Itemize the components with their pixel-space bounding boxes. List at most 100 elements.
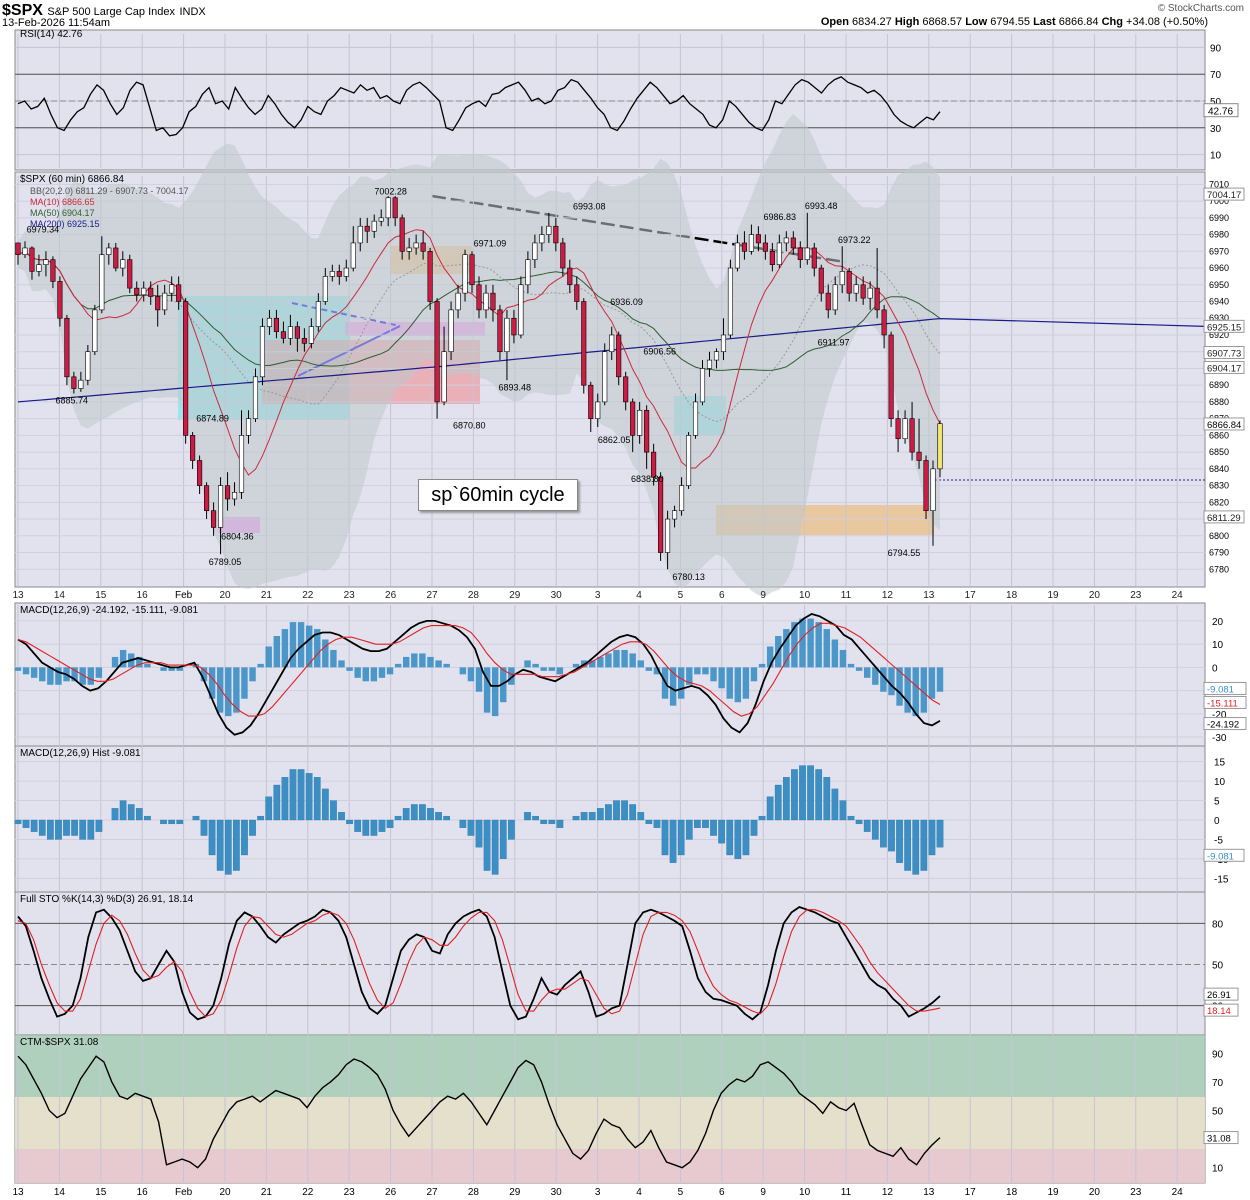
hist-bar [807, 765, 814, 821]
macd-hist-bar [791, 622, 798, 668]
macd-legend: MACD(12,26,9) -24.192, -15.111, -9.081 [20, 605, 199, 616]
candle-body [183, 301, 189, 436]
ctm-x-tick: 18 [1006, 1187, 1018, 1198]
hist-bar [815, 769, 823, 821]
candle-body [204, 485, 210, 511]
candle-body [406, 247, 412, 252]
ctm-x-tick: 9 [760, 1187, 766, 1198]
candle-body [895, 418, 901, 440]
candle-body [399, 217, 405, 252]
timestamp: 13-Feb-2026 11:54am [2, 17, 111, 29]
candle-body [99, 254, 105, 311]
macd-hist-bar [483, 667, 491, 713]
candle-body [741, 242, 747, 252]
exchange: INDX [179, 6, 206, 18]
candle-body [937, 423, 943, 470]
macd-hist-bar [249, 667, 256, 682]
price-y-tick: 6840 [1209, 464, 1229, 474]
ctm-x-tick: 23 [344, 1187, 356, 1198]
candle-body [85, 351, 91, 381]
candle-body [930, 468, 936, 511]
rsi-y-tick: 90 [1210, 43, 1222, 54]
macd-hist-bar [726, 667, 733, 699]
ctm-x-tick: 28 [468, 1187, 480, 1198]
hist-bar [257, 815, 264, 821]
candle-body [623, 376, 629, 403]
hist-bar [766, 796, 774, 821]
hist-bar [653, 819, 661, 828]
hist-bar [556, 819, 564, 828]
candle-body [923, 460, 929, 511]
ctm-x-tick: 29 [509, 1187, 521, 1198]
hist-bar [281, 777, 289, 821]
macd-hist-bar [677, 667, 685, 699]
candle-body [546, 225, 552, 235]
candle-body [231, 491, 238, 500]
price-x-tick: 15 [95, 590, 107, 601]
ctm-x-tick: 10 [799, 1187, 811, 1198]
hist-bar [799, 765, 806, 821]
candle-body [525, 259, 531, 286]
macd-hist-bar [839, 649, 847, 668]
candle-body [155, 296, 161, 311]
candle-body [658, 476, 664, 553]
ctm-x-tick: 19 [1047, 1187, 1059, 1198]
rsi-panel [14, 29, 1206, 171]
hist-bar [459, 819, 467, 828]
hist-bar [79, 819, 87, 840]
price-point-label: 7002.28 [374, 186, 407, 196]
macd-right-label: -9.081 [1207, 684, 1234, 695]
macd-hist-bar [904, 667, 911, 713]
macd-hist-bar [766, 646, 774, 668]
price-x-tick: 12 [882, 590, 894, 601]
macd-hist-bar [22, 667, 30, 675]
ctm-y-tick: 90 [1212, 1049, 1224, 1060]
candle-body [532, 242, 538, 260]
macd-hist-bar [896, 667, 903, 706]
price-point-label: 6838.80 [631, 474, 664, 484]
price-point-label: 6862.05 [598, 435, 631, 445]
hist-bar [718, 819, 725, 844]
price-right-label: 7004.17 [1207, 190, 1241, 201]
ctm-x-tick: 11 [841, 1187, 852, 1198]
macd-hist-bar [605, 653, 612, 668]
price-x-tick: 19 [1047, 590, 1059, 601]
macd-right-label: -15.111 [1207, 698, 1238, 709]
candle-body [713, 351, 720, 361]
macd-hist-bar [111, 656, 119, 668]
sto-right-label-box [1203, 1003, 1239, 1017]
macd-hist-bar [508, 667, 515, 685]
candle-body [420, 242, 426, 252]
macd-hist-bar [378, 667, 386, 678]
macd-right-label-box [1203, 695, 1247, 709]
macd-hist-bar [912, 667, 919, 717]
price-x-tick: 28 [468, 590, 480, 601]
ctm-x-tick: 20 [1089, 1187, 1101, 1198]
macd-hist-bar [39, 667, 46, 682]
macd-y-tick: -30 [1212, 733, 1227, 744]
ctm-x-tick: 16 [137, 1187, 149, 1198]
hist-bar [863, 819, 871, 832]
macd-hist-bar [330, 649, 337, 668]
ctm-x-tick: 30 [551, 1187, 563, 1198]
macd-hist-bar [758, 663, 766, 668]
macd-hist-bar [160, 667, 167, 671]
hist-bar [241, 819, 248, 856]
price-point-label: 6804.36 [221, 531, 254, 541]
hist-bar [119, 800, 127, 821]
candle-body [190, 435, 196, 461]
candle-body [71, 376, 77, 389]
ctm-x-tick: 21 [261, 1187, 273, 1198]
sto-k-line [17, 906, 941, 1021]
macd-hist-bar [305, 625, 313, 668]
price-x-tick: 16 [137, 590, 149, 601]
candle-body [846, 271, 852, 294]
price-point-label: 6874.89 [196, 413, 229, 423]
hist-bar [677, 819, 685, 856]
candle-body [92, 309, 98, 353]
candle-body [127, 259, 133, 289]
hist-bar [443, 815, 451, 821]
candle-body [581, 301, 587, 386]
macd-hist-bar [119, 649, 127, 668]
price-x-tick: 11 [841, 590, 852, 601]
